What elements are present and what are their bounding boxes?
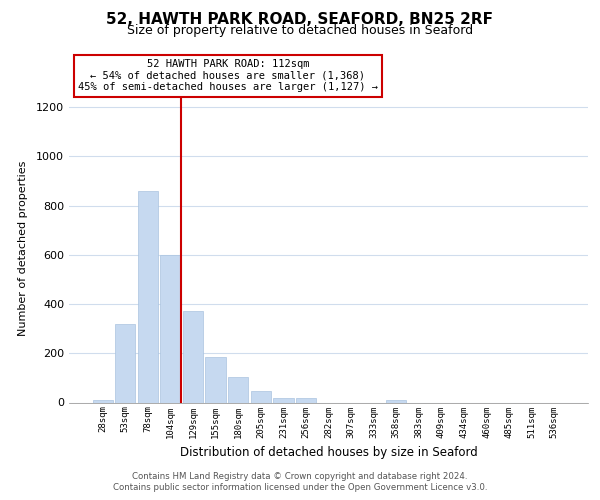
Bar <box>183 312 203 402</box>
Bar <box>251 392 271 402</box>
Y-axis label: Number of detached properties: Number of detached properties <box>17 161 28 336</box>
Text: 52 HAWTH PARK ROAD: 112sqm
← 54% of detached houses are smaller (1,368)
45% of s: 52 HAWTH PARK ROAD: 112sqm ← 54% of deta… <box>78 60 378 92</box>
Bar <box>92 400 113 402</box>
Text: Contains public sector information licensed under the Open Government Licence v3: Contains public sector information licen… <box>113 484 487 492</box>
X-axis label: Distribution of detached houses by size in Seaford: Distribution of detached houses by size … <box>179 446 478 459</box>
Bar <box>386 400 406 402</box>
Bar <box>160 255 181 402</box>
Text: Size of property relative to detached houses in Seaford: Size of property relative to detached ho… <box>127 24 473 37</box>
Bar <box>273 398 293 402</box>
Bar <box>228 376 248 402</box>
Bar <box>138 191 158 402</box>
Text: 52, HAWTH PARK ROAD, SEAFORD, BN25 2RF: 52, HAWTH PARK ROAD, SEAFORD, BN25 2RF <box>107 12 493 28</box>
Text: Contains HM Land Registry data © Crown copyright and database right 2024.: Contains HM Land Registry data © Crown c… <box>132 472 468 481</box>
Bar <box>115 324 136 402</box>
Bar <box>296 398 316 402</box>
Bar <box>205 357 226 403</box>
